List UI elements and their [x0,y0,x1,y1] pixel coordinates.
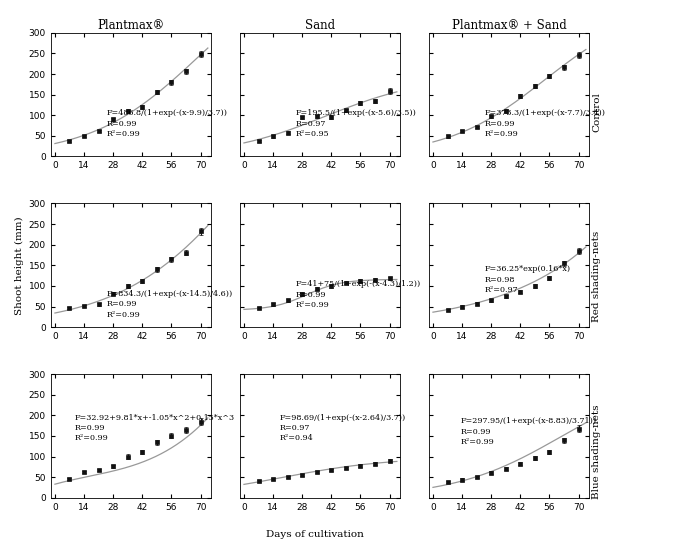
Title: Plantmax®: Plantmax® [97,19,165,32]
Text: F=297.95/(1+exp(-(x-8.83)/3.71))
R=0.99
R²=0.99: F=297.95/(1+exp(-(x-8.83)/3.71)) R=0.99 … [461,417,597,446]
Text: F=195.5/(1+exp(-(x-5.6)/3.5))
R=0.97
R²=0.95: F=195.5/(1+exp(-(x-5.6)/3.5)) R=0.97 R²=… [296,109,417,138]
Title: Plantmax® + Sand: Plantmax® + Sand [452,19,566,32]
Text: F=98.69/(1+exp(-(x-2.64)/3.7))
R=0.97
R²=0.94: F=98.69/(1+exp(-(x-2.64)/3.7)) R=0.97 R²… [280,414,406,443]
Text: F=41+75/(1+exp(-(x-4.3)/1.2))
R=0.99
R²=0.99: F=41+75/(1+exp(-(x-4.3)/1.2)) R=0.99 R²=… [296,280,421,309]
Title: Sand: Sand [305,19,335,32]
Text: Red shading-nets: Red shading-nets [592,231,601,322]
Text: Blue shading-nets: Blue shading-nets [592,404,601,498]
Y-axis label: Shoot height (mm): Shoot height (mm) [16,216,24,315]
Text: F=486.8/(1+exp(-(x-9.9)/3.7))
R=0.99
R²=0.99: F=486.8/(1+exp(-(x-9.9)/3.7)) R=0.99 R²=… [107,109,228,138]
Text: Days of cultivation: Days of cultivation [266,530,364,539]
Text: F=36.25*exp(0.16*x)
R=0.98
R²=0.97: F=36.25*exp(0.16*x) R=0.98 R²=0.97 [485,265,571,294]
Text: F=373.3/(1+exp(-(x-7.7)/3.4))
R=0.99
R²=0.99: F=373.3/(1+exp(-(x-7.7)/3.4)) R=0.99 R²=… [485,109,606,138]
Text: Control: Control [592,92,601,132]
Text: F=32.92+9.81*x+-1.05*x^2+0.15*x^3
R=0.99
R²=0.99: F=32.92+9.81*x+-1.05*x^2+0.15*x^3 R=0.99… [74,414,235,443]
Text: F=834.3/(1+exp(-(x-14.5)/4.6))
R=0.99
R²=0.99: F=834.3/(1+exp(-(x-14.5)/4.6)) R=0.99 R²… [107,290,233,319]
